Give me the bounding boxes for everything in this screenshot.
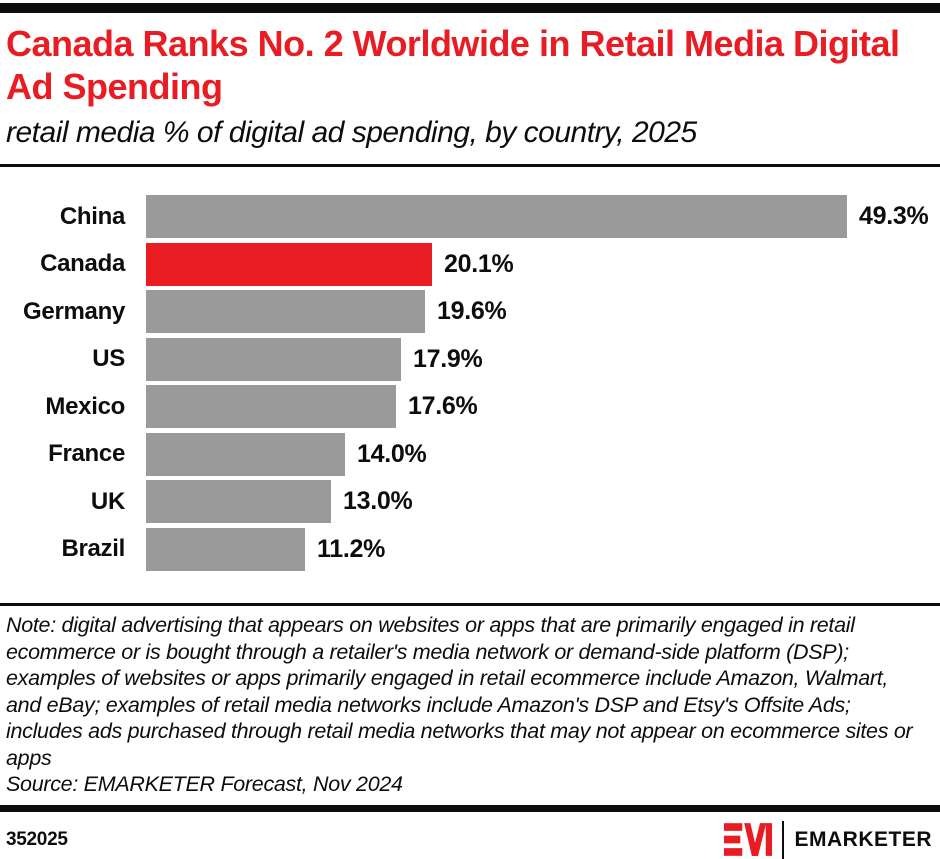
value-label: 20.1%	[444, 249, 514, 278]
bar-track: 19.6%	[125, 290, 940, 333]
header-divider	[0, 164, 940, 167]
value-label: 49.3%	[859, 202, 929, 230]
bar	[146, 480, 331, 523]
bar	[146, 290, 425, 333]
bar-track: 49.3%	[125, 195, 940, 238]
bar-row: Canada 20.1%	[0, 242, 940, 286]
note-divider	[0, 603, 940, 606]
category-label: Brazil	[61, 535, 125, 562]
category-label: France	[48, 440, 125, 467]
category-label: US	[92, 345, 125, 372]
chart-subtitle: retail media % of digital ad spending, b…	[6, 116, 697, 149]
bar-track: 17.9%	[125, 337, 940, 381]
emarketer-em-icon	[724, 823, 773, 856]
note-text: Note: digital advertising that appears o…	[6, 613, 913, 770]
bar	[146, 385, 396, 428]
top-black-bar	[0, 3, 940, 13]
bar-row: Germany 19.6%	[0, 290, 940, 333]
bar-track: 14.0%	[125, 432, 940, 476]
value-label: 19.6%	[437, 297, 507, 325]
bar-row: France 14.0%	[0, 432, 940, 476]
value-label: 17.6%	[408, 392, 478, 420]
bar	[146, 195, 847, 238]
category-label: UK	[90, 487, 125, 515]
bar-row: China 49.3%	[0, 195, 940, 238]
brand-logo: EMARKETER	[724, 820, 932, 859]
value-label: 14.0%	[357, 439, 427, 468]
bar	[146, 527, 305, 571]
chart-id: 352025	[6, 828, 68, 850]
bar-track: 20.1%	[125, 242, 940, 286]
source-text: Source: EMARKETER Forecast, Nov 2024	[6, 772, 403, 796]
footer: 352025 EMARKETER	[0, 812, 940, 859]
note-block: Note: digital advertising that appears o…	[0, 606, 935, 798]
chart-title: Canada Ranks No. 2 Worldwide in Retail M…	[6, 23, 900, 107]
bar-highlighted	[146, 242, 432, 286]
value-label: 13.0%	[343, 487, 413, 515]
bar-row: UK 13.0%	[0, 480, 940, 523]
header: Canada Ranks No. 2 Worldwide in Retail M…	[0, 13, 940, 151]
bar-chart: China 49.3% Canada 20.1% Germany 19.6% US 17.9%…	[0, 167, 940, 603]
brand-name: EMARKETER	[794, 827, 932, 851]
category-label: Germany	[23, 297, 125, 325]
value-label: 17.9%	[413, 344, 483, 373]
bar-track: 17.6%	[125, 385, 940, 428]
bar-row: Brazil 11.2%	[0, 527, 940, 571]
logo-separator	[782, 820, 785, 859]
bar-track: 11.2%	[125, 527, 940, 571]
category-label: Mexico	[45, 392, 125, 420]
value-label: 11.2%	[317, 534, 386, 563]
bar-track: 13.0%	[125, 480, 940, 523]
bar	[146, 337, 401, 381]
bar-row: Mexico 17.6%	[0, 385, 940, 428]
bar-row: US 17.9%	[0, 337, 940, 381]
bar	[146, 432, 345, 476]
category-label: China	[59, 202, 125, 230]
category-label: Canada	[40, 250, 125, 277]
footer-black-bar	[0, 804, 940, 812]
